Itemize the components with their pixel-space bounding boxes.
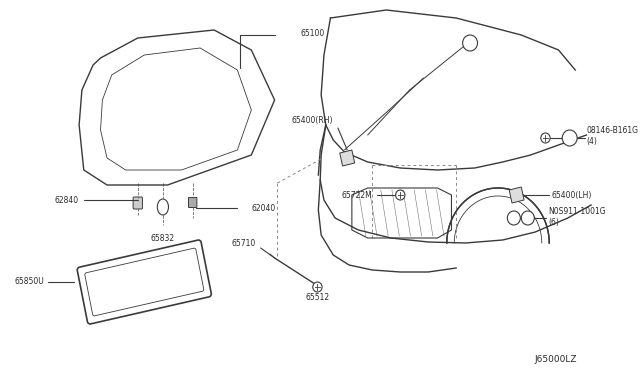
- Text: B: B: [568, 135, 572, 141]
- FancyBboxPatch shape: [77, 240, 211, 324]
- Text: 65710: 65710: [232, 238, 256, 247]
- Text: 65832: 65832: [151, 234, 175, 243]
- Text: 62840: 62840: [55, 196, 79, 205]
- Circle shape: [562, 130, 577, 146]
- Text: 65400(LH): 65400(LH): [552, 190, 593, 199]
- Text: N: N: [512, 215, 516, 221]
- FancyBboxPatch shape: [133, 197, 143, 209]
- Circle shape: [522, 211, 534, 225]
- Text: 65850U: 65850U: [15, 278, 45, 286]
- Text: 65400(RH): 65400(RH): [292, 115, 333, 125]
- Text: 65722M: 65722M: [342, 190, 372, 199]
- Text: N0S911-1001G
(6): N0S911-1001G (6): [548, 207, 606, 227]
- Circle shape: [508, 211, 520, 225]
- Polygon shape: [340, 150, 355, 166]
- Circle shape: [463, 35, 477, 51]
- Text: J65000LZ: J65000LZ: [534, 356, 577, 365]
- Ellipse shape: [157, 199, 168, 215]
- Text: 08146-B161G
(4): 08146-B161G (4): [586, 126, 639, 146]
- Circle shape: [396, 190, 405, 200]
- FancyBboxPatch shape: [189, 198, 197, 208]
- Circle shape: [313, 282, 322, 292]
- Circle shape: [541, 133, 550, 143]
- Text: 65100: 65100: [301, 29, 325, 38]
- FancyBboxPatch shape: [85, 248, 204, 316]
- Text: 65512: 65512: [305, 294, 330, 302]
- Polygon shape: [509, 187, 524, 203]
- Text: 62040: 62040: [252, 203, 276, 212]
